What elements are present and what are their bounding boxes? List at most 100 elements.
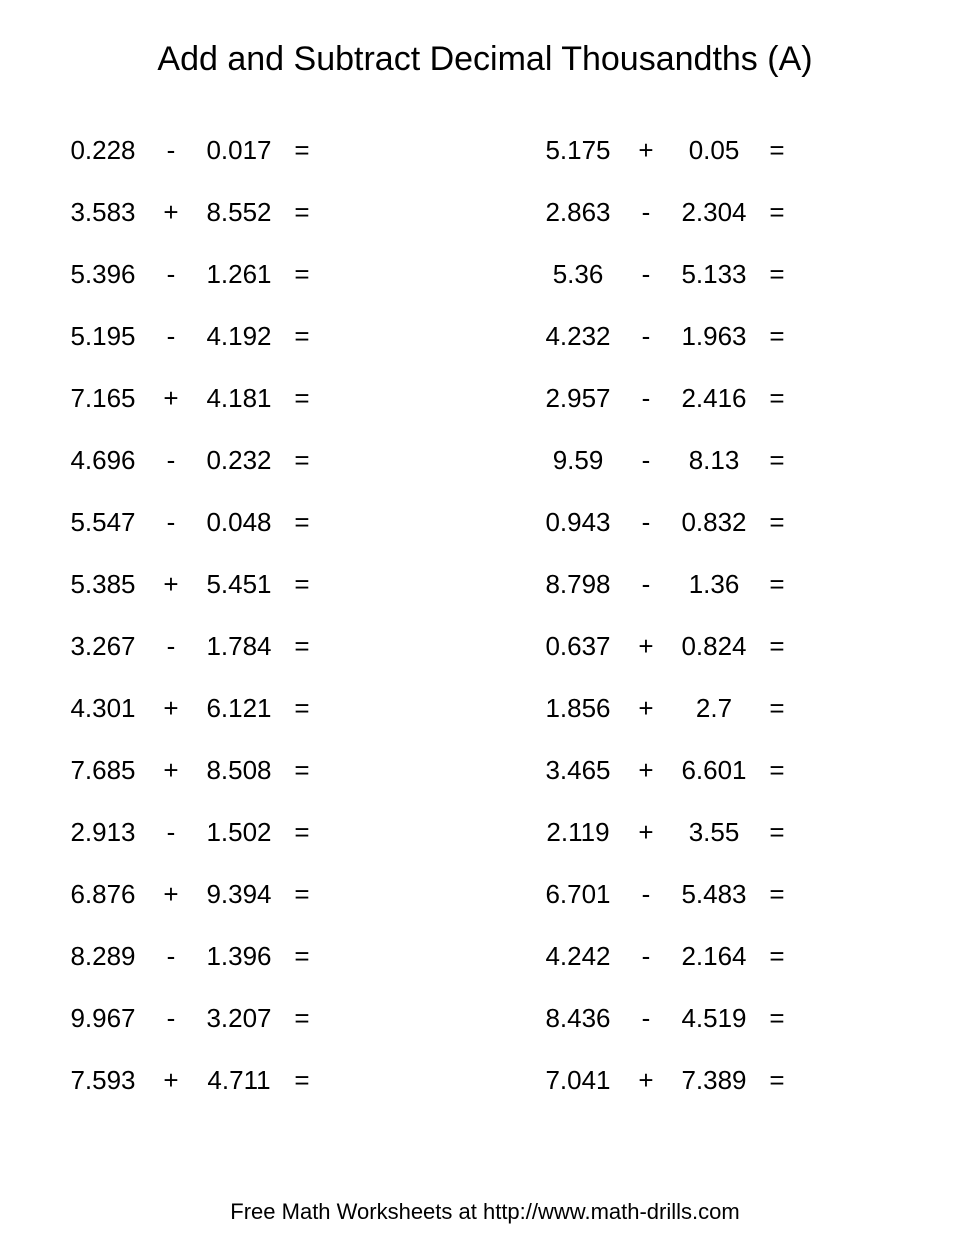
problem-row: 2.913-1.502=: [60, 801, 435, 863]
operand-a: 5.36: [535, 259, 621, 290]
problem-row: 6.876+9.394=: [60, 863, 435, 925]
operand-b: 0.05: [671, 135, 757, 166]
problem-row: 0.943-0.832=: [535, 491, 910, 553]
equals-sign: =: [757, 693, 797, 724]
problem-row: 4.301+6.121=: [60, 677, 435, 739]
operand-b: 7.389: [671, 1065, 757, 1096]
operand-b: 0.017: [196, 135, 282, 166]
problem-row: 5.547-0.048=: [60, 491, 435, 553]
problem-row: 8.436-4.519=: [535, 987, 910, 1049]
equals-sign: =: [282, 321, 322, 352]
operand-b: 8.508: [196, 755, 282, 786]
operand-b: 5.483: [671, 879, 757, 910]
operator: -: [146, 321, 196, 352]
operator: +: [146, 1065, 196, 1096]
operand-b: 8.552: [196, 197, 282, 228]
operand-b: 3.207: [196, 1003, 282, 1034]
operator: -: [621, 321, 671, 352]
operand-a: 3.465: [535, 755, 621, 786]
operand-a: 4.242: [535, 941, 621, 972]
operator: +: [146, 197, 196, 228]
equals-sign: =: [282, 197, 322, 228]
equals-sign: =: [757, 879, 797, 910]
equals-sign: =: [282, 755, 322, 786]
problem-row: 7.041+7.389=: [535, 1049, 910, 1111]
operand-a: 3.267: [60, 631, 146, 662]
problem-row: 4.242-2.164=: [535, 925, 910, 987]
problem-row: 5.175+0.05=: [535, 119, 910, 181]
operator: +: [146, 693, 196, 724]
problem-row: 0.228-0.017=: [60, 119, 435, 181]
operand-a: 7.593: [60, 1065, 146, 1096]
operator: +: [621, 631, 671, 662]
right-column: 5.175+0.05=2.863-2.304=5.36-5.133=4.232-…: [535, 119, 910, 1179]
operand-b: 4.711: [196, 1065, 282, 1096]
problem-row: 5.195-4.192=: [60, 305, 435, 367]
operator: -: [146, 445, 196, 476]
operand-a: 1.856: [535, 693, 621, 724]
operand-a: 7.165: [60, 383, 146, 414]
problem-row: 3.583+8.552=: [60, 181, 435, 243]
equals-sign: =: [757, 197, 797, 228]
problem-row: 6.701-5.483=: [535, 863, 910, 925]
operand-a: 4.232: [535, 321, 621, 352]
operand-b: 3.55: [671, 817, 757, 848]
operator: +: [146, 569, 196, 600]
problem-row: 9.59-8.13=: [535, 429, 910, 491]
equals-sign: =: [282, 445, 322, 476]
problem-row: 3.267-1.784=: [60, 615, 435, 677]
operator: -: [146, 1003, 196, 1034]
problem-row: 5.385+5.451=: [60, 553, 435, 615]
operand-a: 0.228: [60, 135, 146, 166]
equals-sign: =: [757, 1003, 797, 1034]
operand-a: 5.396: [60, 259, 146, 290]
operator: +: [146, 383, 196, 414]
operand-a: 0.637: [535, 631, 621, 662]
equals-sign: =: [757, 445, 797, 476]
operand-b: 2.7: [671, 693, 757, 724]
operator: -: [621, 197, 671, 228]
operand-a: 8.798: [535, 569, 621, 600]
operand-b: 1.963: [671, 321, 757, 352]
operator: -: [621, 1003, 671, 1034]
equals-sign: =: [282, 383, 322, 414]
operand-a: 5.385: [60, 569, 146, 600]
problem-row: 7.165+4.181=: [60, 367, 435, 429]
operand-a: 2.119: [535, 817, 621, 848]
operator: -: [146, 135, 196, 166]
problem-row: 4.232-1.963=: [535, 305, 910, 367]
operand-b: 0.824: [671, 631, 757, 662]
operand-a: 2.957: [535, 383, 621, 414]
operator: -: [621, 879, 671, 910]
problem-row: 4.696-0.232=: [60, 429, 435, 491]
operator: -: [146, 631, 196, 662]
operand-a: 4.696: [60, 445, 146, 476]
operand-a: 2.913: [60, 817, 146, 848]
operand-b: 2.164: [671, 941, 757, 972]
equals-sign: =: [282, 817, 322, 848]
equals-sign: =: [757, 507, 797, 538]
equals-sign: =: [282, 1003, 322, 1034]
problem-row: 0.637+0.824=: [535, 615, 910, 677]
operand-a: 3.583: [60, 197, 146, 228]
operand-a: 8.436: [535, 1003, 621, 1034]
equals-sign: =: [757, 135, 797, 166]
operand-a: 0.943: [535, 507, 621, 538]
operand-b: 9.394: [196, 879, 282, 910]
problem-row: 2.119+3.55=: [535, 801, 910, 863]
operator: -: [146, 259, 196, 290]
operand-b: 4.181: [196, 383, 282, 414]
equals-sign: =: [757, 569, 797, 600]
problems-container: 0.228-0.017=3.583+8.552=5.396-1.261=5.19…: [50, 119, 920, 1179]
equals-sign: =: [757, 321, 797, 352]
operand-b: 1.261: [196, 259, 282, 290]
operator: +: [146, 879, 196, 910]
operand-a: 4.301: [60, 693, 146, 724]
operand-b: 5.451: [196, 569, 282, 600]
operand-b: 4.519: [671, 1003, 757, 1034]
operand-b: 1.396: [196, 941, 282, 972]
operand-b: 6.121: [196, 693, 282, 724]
operand-a: 7.041: [535, 1065, 621, 1096]
operator: +: [621, 755, 671, 786]
equals-sign: =: [757, 1065, 797, 1096]
